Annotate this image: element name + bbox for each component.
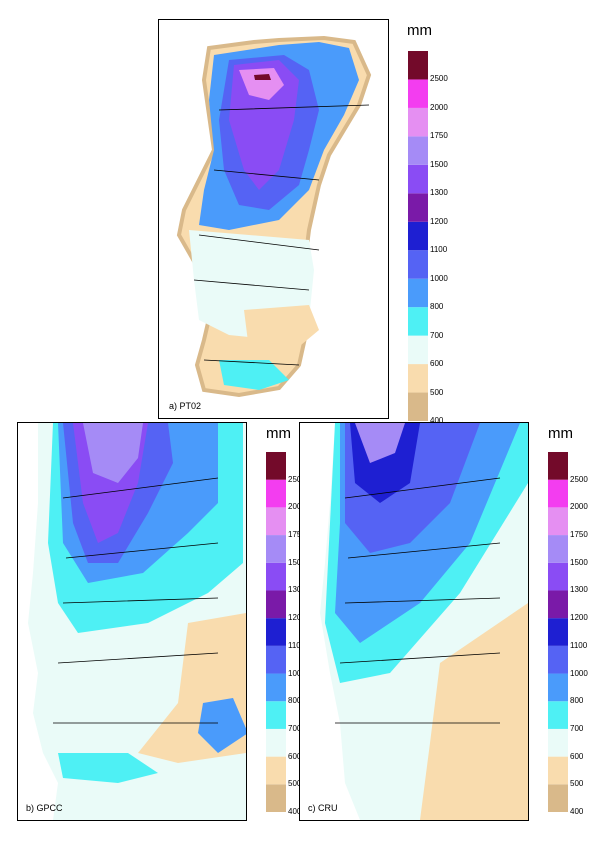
colorbar-tick-label: 2000 xyxy=(570,502,588,512)
colorbar-swatch xyxy=(548,479,568,508)
colorbar-swatch xyxy=(548,784,568,812)
colorbar-swatch xyxy=(266,673,286,702)
colorbar-tick-label: 800 xyxy=(288,696,302,706)
colorbar-swatch xyxy=(408,51,428,80)
map-panel-cru: c) CRU xyxy=(299,422,529,821)
colorbar-legend-a: mm 400 500 600 700 800 1000 1100 1200 1300 1500 17… xyxy=(395,22,450,425)
colorbar-tick-label: 2500 xyxy=(570,474,588,484)
panel-label-cru: c) CRU xyxy=(308,803,338,813)
colorbar-tick-label: 600 xyxy=(430,359,444,369)
map-panel-pt02: a) PT02 xyxy=(158,19,389,419)
colorbar-tick-label: 400 xyxy=(570,807,584,816)
colorbar-swatch xyxy=(266,645,286,674)
colorbar-tick-label: 2000 xyxy=(288,502,306,512)
colorbar-tick-label: 2500 xyxy=(288,474,306,484)
colorbar-swatch xyxy=(266,507,286,536)
colorbar-swatch xyxy=(548,507,568,536)
colorbar-swatch xyxy=(408,250,428,279)
colorbar xyxy=(548,452,568,812)
colorbar-swatch xyxy=(548,535,568,563)
colorbar-tick-label: 1200 xyxy=(288,613,306,623)
legend-unit-label: mm xyxy=(266,425,291,442)
colorbar-tick-label: 500 xyxy=(288,779,302,789)
precipitation-map-pt02 xyxy=(176,35,372,398)
colorbar-tick-label: 1300 xyxy=(570,585,588,595)
colorbar-tick-label: 1750 xyxy=(430,131,448,141)
colorbar-tick-label: 600 xyxy=(288,751,302,761)
colorbar-tick-label: 800 xyxy=(570,696,584,706)
colorbar-tick-label: 2000 xyxy=(430,102,448,112)
map-panel-gpcc: b) GPCC xyxy=(17,422,247,821)
colorbar-tick-label: 700 xyxy=(288,723,302,733)
colorbar-swatch xyxy=(548,618,568,646)
colorbar-swatch xyxy=(408,193,428,222)
colorbar-swatch xyxy=(548,701,568,729)
colorbar-swatch xyxy=(408,164,428,194)
colorbar-tick-label: 700 xyxy=(570,723,584,733)
colorbar-tick-label: 700 xyxy=(430,330,444,340)
colorbar-tick-label: 500 xyxy=(430,387,444,397)
panel-label-pt02: a) PT02 xyxy=(169,401,202,411)
colorbar-swatch xyxy=(408,307,428,336)
colorbar-tick-label: 1750 xyxy=(570,530,588,540)
colorbar-tick-label: 1300 xyxy=(430,188,448,198)
colorbar-swatch xyxy=(548,728,568,757)
colorbar xyxy=(408,51,428,421)
colorbar-swatch xyxy=(408,364,428,393)
colorbar-swatch xyxy=(266,756,286,785)
colorbar-tick-label: 1100 xyxy=(288,640,306,650)
colorbar-tick-label: 400 xyxy=(430,416,444,425)
colorbar-tick-label: 1000 xyxy=(430,273,448,283)
colorbar-tick-label: 500 xyxy=(570,779,584,789)
colorbar-tick-label: 1750 xyxy=(288,530,306,540)
colorbar-swatch xyxy=(266,728,286,757)
colorbar-swatch xyxy=(548,562,568,591)
colorbar-tick-label: 2500 xyxy=(430,74,448,84)
panel-label-gpcc: b) GPCC xyxy=(26,803,63,813)
colorbar-tick-label: 1500 xyxy=(430,159,448,169)
colorbar-swatch xyxy=(548,452,568,480)
colorbar-legend-b: mm 400 500 600 700 800 1000 1100 1200 1300 1500 17… xyxy=(250,425,306,817)
colorbar-swatch xyxy=(266,618,286,646)
colorbar-swatch xyxy=(548,590,568,619)
colorbar-tick-label: 1100 xyxy=(570,640,588,650)
colorbar-tick-label: 1200 xyxy=(570,613,588,623)
colorbar-swatch xyxy=(408,278,428,308)
colorbar-swatch xyxy=(266,701,286,729)
legend-unit-label: mm xyxy=(548,425,573,442)
colorbar-swatch xyxy=(266,479,286,508)
colorbar-swatch xyxy=(548,756,568,785)
colorbar-swatch xyxy=(408,107,428,137)
colorbar-swatch xyxy=(266,784,286,812)
precipitation-map-cru xyxy=(300,423,528,820)
legend-unit-label: mm xyxy=(407,22,432,39)
colorbar-tick-label: 400 xyxy=(288,807,302,816)
colorbar-swatch xyxy=(266,590,286,619)
colorbar-swatch xyxy=(408,392,428,421)
colorbar-tick-label: 1500 xyxy=(288,557,306,567)
colorbar-swatch xyxy=(266,535,286,563)
colorbar-swatch xyxy=(266,452,286,480)
precipitation-map-gpcc xyxy=(18,423,246,820)
colorbar-tick-label: 600 xyxy=(570,751,584,761)
colorbar-swatch xyxy=(408,221,428,251)
colorbar-legend-c: mm 400 500 600 700 800 1000 1100 1200 1300 1500 17… xyxy=(532,425,588,817)
colorbar-swatch xyxy=(548,673,568,702)
colorbar-tick-label: 1000 xyxy=(570,668,588,678)
colorbar-swatch xyxy=(408,79,428,108)
colorbar-tick-label: 1000 xyxy=(288,668,306,678)
colorbar-swatch xyxy=(548,645,568,674)
colorbar-swatch xyxy=(266,562,286,591)
colorbar-tick-label: 1100 xyxy=(430,245,448,255)
colorbar-tick-label: 1300 xyxy=(288,585,306,595)
colorbar xyxy=(266,452,286,812)
colorbar-swatch xyxy=(408,335,428,365)
colorbar-swatch xyxy=(408,136,428,165)
colorbar-tick-label: 800 xyxy=(430,302,444,312)
colorbar-tick-label: 1500 xyxy=(570,557,588,567)
colorbar-tick-label: 1200 xyxy=(430,216,448,226)
